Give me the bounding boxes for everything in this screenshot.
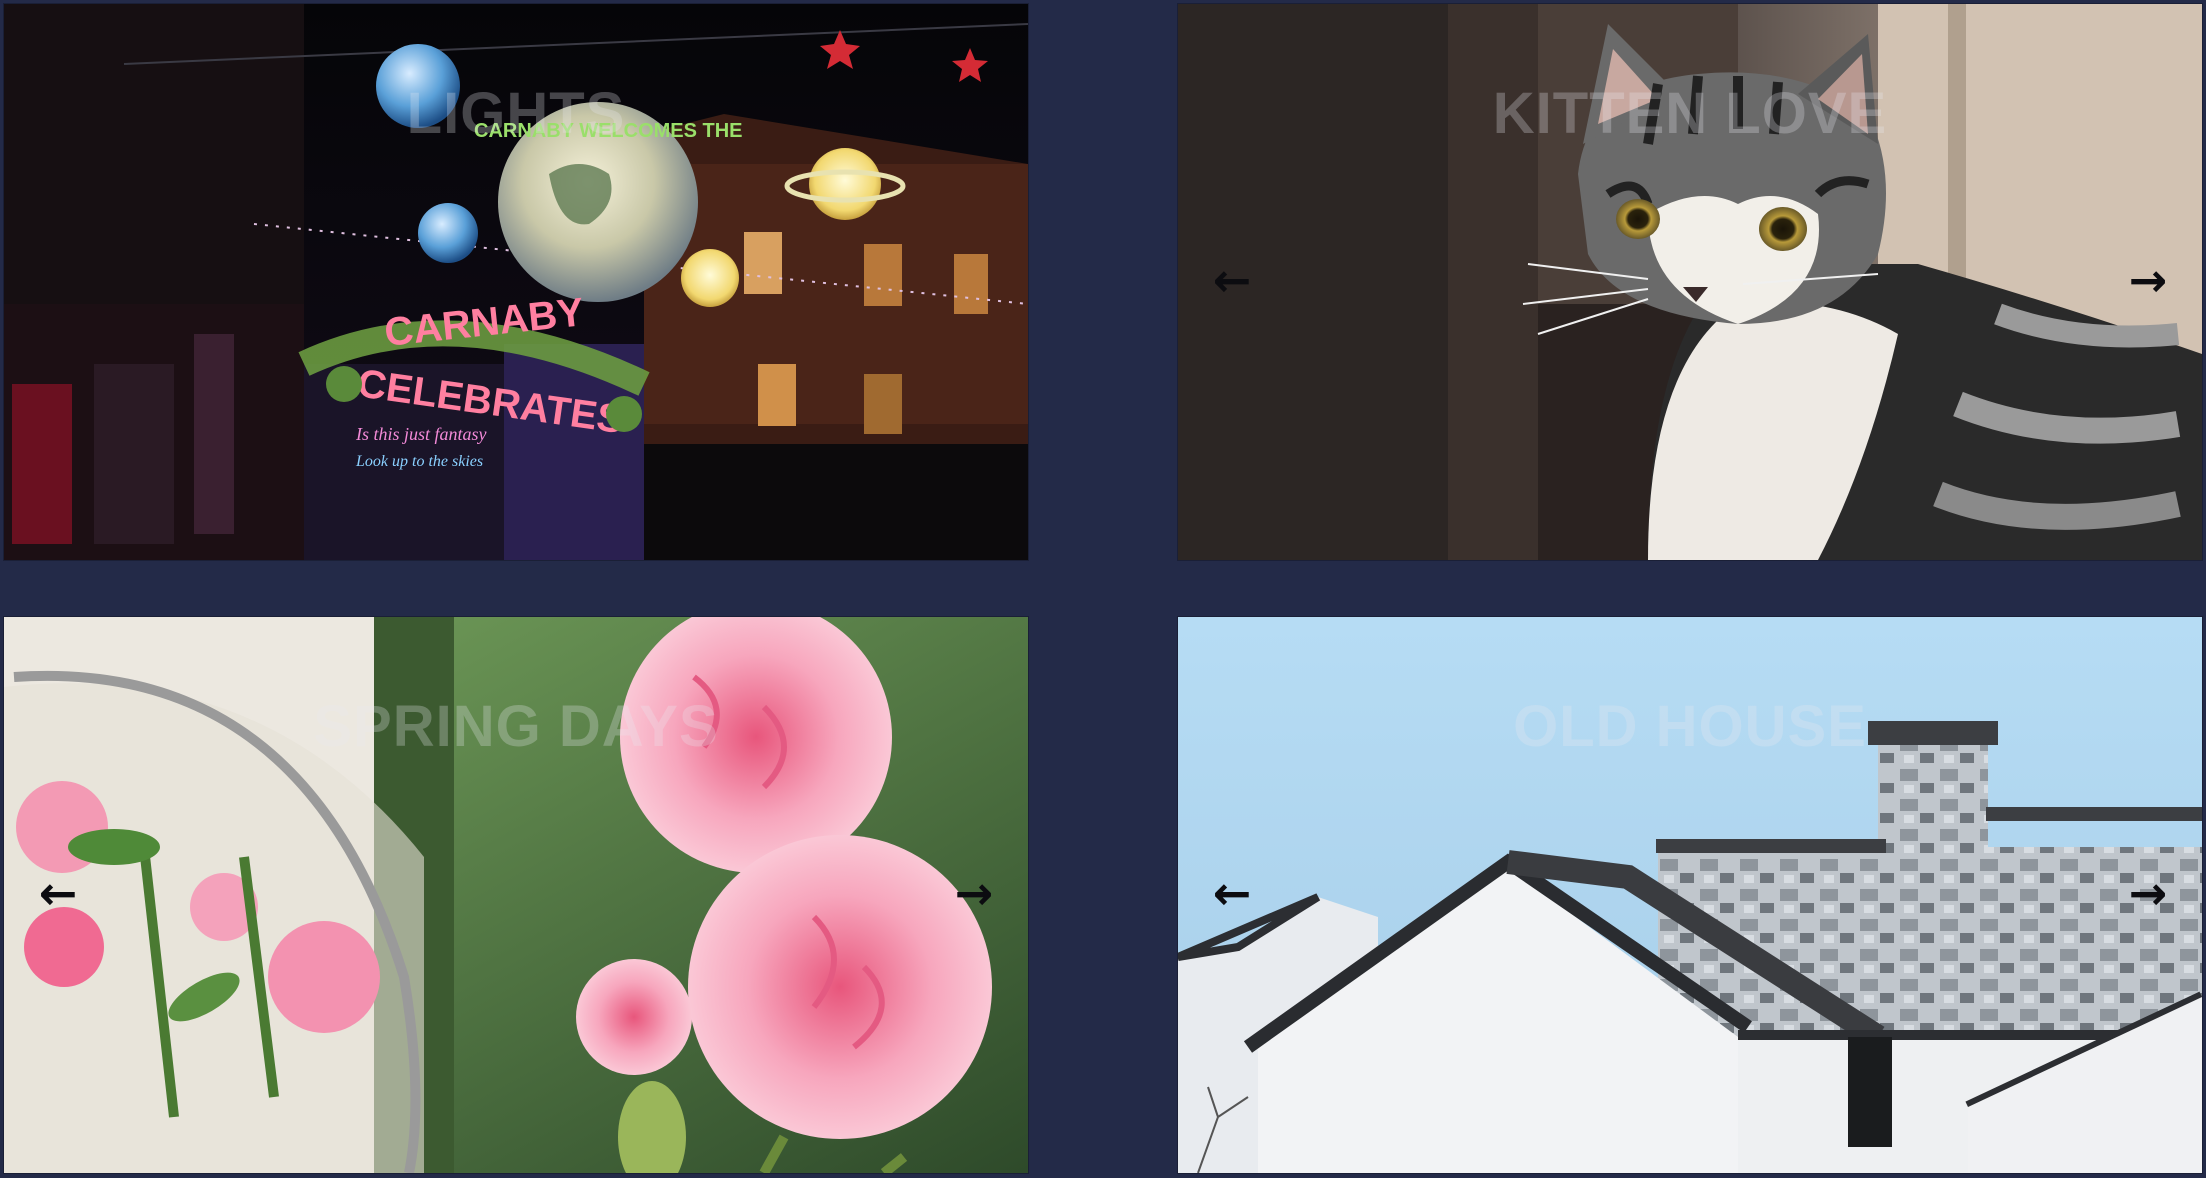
flowers-photo: [4, 617, 1028, 1173]
arrow-right-icon[interactable]: →: [954, 866, 994, 920]
arrow-right-icon[interactable]: →: [2128, 253, 2168, 307]
gallery-card-kitten-love[interactable]: KITTEN LOVE ← →: [1178, 4, 2202, 560]
lights-banner-text: CARNABY WELCOMES THE: [474, 120, 743, 142]
arrow-left-icon[interactable]: ←: [1212, 866, 1252, 920]
arrow-left-icon[interactable]: ←: [1212, 253, 1252, 307]
gallery-card-old-house[interactable]: OLD HOUSE ← →: [1178, 617, 2202, 1173]
arrow-left-icon[interactable]: ←: [38, 866, 78, 920]
kitten-photo: [1178, 4, 2202, 560]
gallery-card-lights[interactable]: CARNABY WELCOMES THE CARNABY CELEBRATES …: [4, 4, 1028, 560]
lights-neon-text-1: Is this just fantasy: [355, 424, 487, 444]
old-house-photo: [1178, 617, 2202, 1173]
gallery-card-spring-days[interactable]: SPRING DAYS ← →: [4, 617, 1028, 1173]
arrow-right-icon[interactable]: →: [2128, 866, 2168, 920]
lights-neon-text-2: Look up to the skies: [355, 453, 483, 470]
lights-photo: CARNABY WELCOMES THE CARNABY CELEBRATES …: [4, 4, 1028, 560]
